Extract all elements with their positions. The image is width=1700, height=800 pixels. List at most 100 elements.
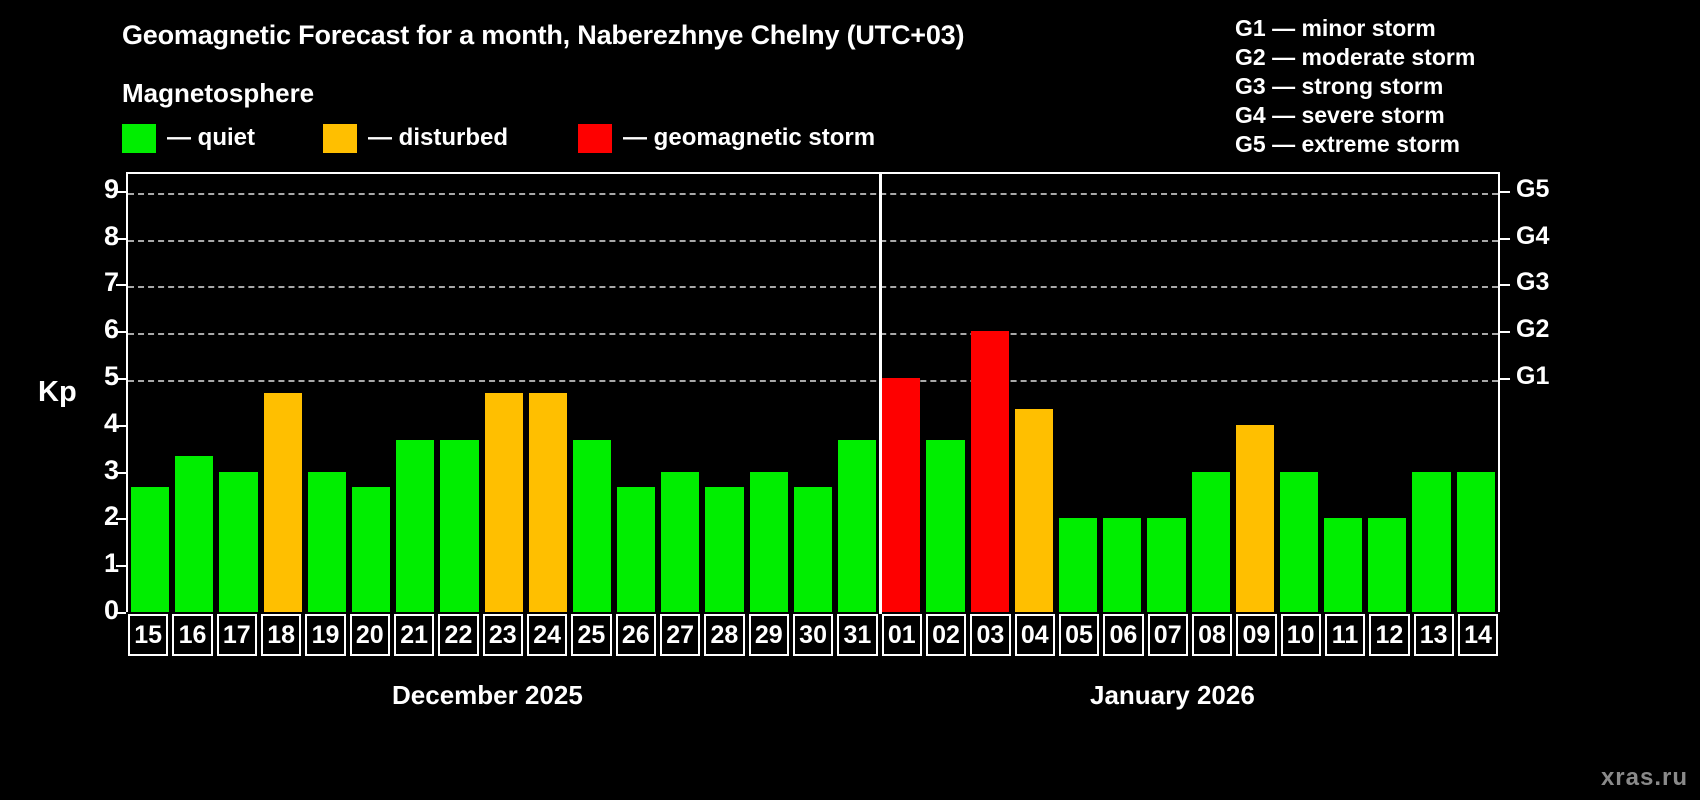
bar[interactable] [131, 487, 170, 612]
date-cell[interactable]: 26 [614, 614, 658, 656]
bar[interactable] [263, 393, 302, 612]
date-cell[interactable]: 23 [481, 614, 525, 656]
date-label[interactable]: 27 [659, 614, 701, 656]
date-cell[interactable]: 25 [569, 614, 613, 656]
bar-cell[interactable] [1409, 174, 1453, 612]
date-cell[interactable]: 09 [1234, 614, 1278, 656]
date-label[interactable]: 22 [438, 614, 479, 656]
date-label[interactable]: 16 [172, 614, 213, 656]
date-label[interactable]: 19 [305, 614, 346, 656]
bar[interactable] [396, 440, 435, 612]
date-cell[interactable]: 29 [747, 614, 791, 656]
date-label[interactable]: 04 [1014, 614, 1055, 656]
date-label[interactable]: 28 [704, 614, 745, 656]
date-label[interactable]: 21 [393, 614, 435, 656]
bar[interactable] [705, 487, 744, 612]
bar[interactable] [440, 440, 479, 612]
bar-cell[interactable] [1233, 174, 1277, 612]
bar[interactable] [970, 331, 1009, 612]
bar-cell[interactable] [172, 174, 216, 612]
date-label[interactable]: 13 [1413, 614, 1454, 656]
bar[interactable] [175, 456, 214, 612]
bar-cell[interactable] [349, 174, 393, 612]
date-cell[interactable]: 07 [1146, 614, 1190, 656]
date-cell[interactable]: 08 [1190, 614, 1234, 656]
date-cell[interactable]: 24 [525, 614, 569, 656]
bar-cell[interactable] [1277, 174, 1321, 612]
bar-cell[interactable] [216, 174, 260, 612]
bar[interactable] [661, 471, 700, 612]
bar[interactable] [1058, 518, 1098, 612]
date-label[interactable]: 02 [925, 614, 967, 656]
date-cell[interactable]: 19 [303, 614, 347, 656]
date-cell[interactable]: 20 [348, 614, 392, 656]
bar-cell[interactable] [261, 174, 305, 612]
bar-cell[interactable] [526, 174, 570, 612]
bar[interactable] [882, 377, 921, 612]
date-cell[interactable]: 18 [259, 614, 303, 656]
bar-cell[interactable] [437, 174, 481, 612]
date-cell[interactable]: 28 [702, 614, 746, 656]
bar[interactable] [572, 440, 612, 612]
bar[interactable] [1279, 471, 1319, 612]
date-cell[interactable]: 04 [1013, 614, 1057, 656]
bar-cell[interactable] [614, 174, 658, 612]
date-label[interactable]: 03 [970, 614, 1011, 656]
date-cell[interactable]: 03 [968, 614, 1012, 656]
date-label[interactable]: 06 [1103, 614, 1144, 656]
bar-cell[interactable] [835, 174, 879, 612]
bar-cell[interactable] [968, 174, 1012, 612]
date-cell[interactable]: 05 [1057, 614, 1101, 656]
bar[interactable] [1014, 409, 1053, 612]
date-label[interactable]: 17 [216, 614, 257, 656]
date-cell[interactable]: 17 [215, 614, 259, 656]
bar-cell[interactable] [305, 174, 349, 612]
bar[interactable] [1456, 471, 1495, 612]
date-label[interactable]: 08 [1191, 614, 1233, 656]
bar-cell[interactable] [879, 174, 923, 612]
date-cell[interactable]: 13 [1412, 614, 1456, 656]
bar-cell[interactable] [482, 174, 526, 612]
bar[interactable] [1235, 424, 1274, 612]
date-label[interactable]: 15 [128, 614, 169, 656]
bar[interactable] [1412, 471, 1451, 612]
bar-cell[interactable] [747, 174, 791, 612]
date-cell[interactable]: 02 [924, 614, 968, 656]
date-label[interactable]: 10 [1280, 614, 1321, 656]
bar[interactable] [749, 471, 788, 612]
date-label[interactable]: 05 [1058, 614, 1100, 656]
date-label[interactable]: 14 [1457, 614, 1499, 656]
date-cell[interactable]: 14 [1456, 614, 1500, 656]
date-cell[interactable]: 16 [170, 614, 214, 656]
bar[interactable] [219, 471, 258, 612]
date-label[interactable]: 29 [748, 614, 789, 656]
bar-cell[interactable] [1144, 174, 1188, 612]
bar-cell[interactable] [1012, 174, 1056, 612]
bar[interactable] [1324, 518, 1363, 612]
date-cell[interactable]: 01 [880, 614, 924, 656]
bar[interactable] [307, 471, 346, 612]
date-label[interactable]: 09 [1236, 614, 1277, 656]
bar[interactable] [528, 393, 567, 612]
bar-cell[interactable] [1454, 174, 1498, 612]
date-cell[interactable]: 27 [658, 614, 702, 656]
date-label[interactable]: 25 [571, 614, 612, 656]
date-label[interactable]: 11 [1324, 614, 1366, 656]
bar[interactable] [351, 487, 391, 612]
date-label[interactable]: 30 [792, 614, 834, 656]
bar[interactable] [617, 487, 656, 612]
bar[interactable] [1368, 518, 1407, 612]
bar[interactable] [793, 487, 832, 612]
date-cell[interactable]: 11 [1323, 614, 1367, 656]
date-label[interactable]: 20 [349, 614, 390, 656]
date-label[interactable]: 12 [1369, 614, 1410, 656]
bar[interactable] [484, 393, 523, 612]
bar-cell[interactable] [791, 174, 835, 612]
bar-cell[interactable] [702, 174, 746, 612]
bar[interactable] [838, 440, 877, 612]
date-label[interactable]: 31 [837, 614, 878, 656]
bar-cell[interactable] [393, 174, 437, 612]
date-cell[interactable]: 30 [791, 614, 835, 656]
date-label[interactable]: 26 [615, 614, 656, 656]
bar-cell[interactable] [1189, 174, 1233, 612]
